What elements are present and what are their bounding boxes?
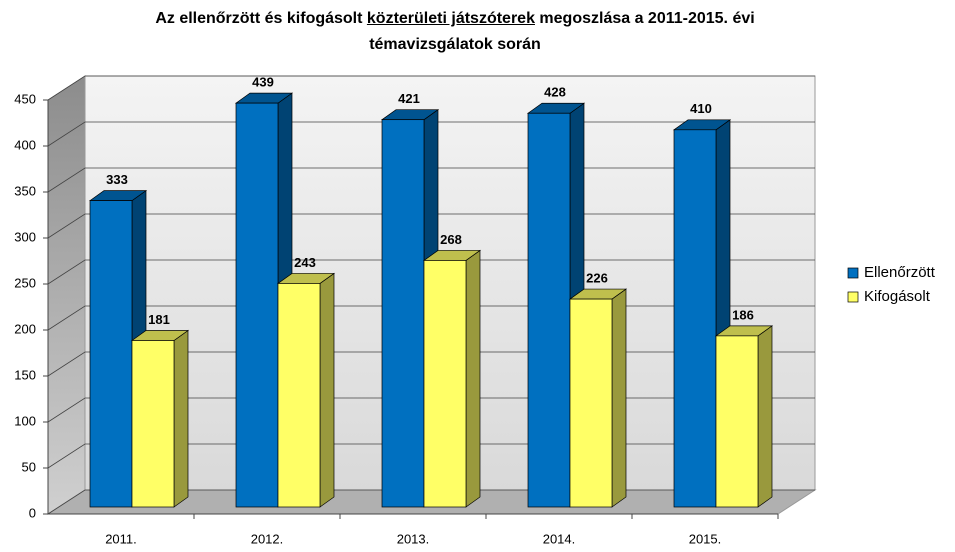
- bar-front: [569, 298, 613, 508]
- title-part: témavizsgálatok során: [369, 36, 541, 53]
- title-part: Az ellenőrzött és kifogásolt: [155, 10, 363, 27]
- bar: [276, 272, 336, 508]
- y-tick-label: 0: [29, 505, 36, 520]
- title-part: megoszlása a 2011-2015. évi: [539, 10, 755, 27]
- data-label: 181: [148, 312, 170, 327]
- data-label: 428: [544, 85, 566, 100]
- y-tick-label: 300: [14, 229, 36, 244]
- grid-line: [47, 75, 815, 101]
- y-tick-label: 50: [22, 459, 36, 474]
- data-label: 333: [106, 172, 128, 187]
- legend-label: Ellenőrzött: [864, 264, 936, 281]
- bar-side: [319, 272, 335, 508]
- x-tick-label: 2012.: [251, 531, 284, 546]
- x-tick-label: 2014.: [543, 531, 576, 546]
- bar-side: [465, 249, 481, 508]
- data-label: 268: [440, 232, 462, 247]
- x-tick-label: 2013.: [397, 531, 430, 546]
- data-label: 421: [398, 91, 420, 106]
- bar-side: [173, 329, 189, 508]
- bar: [422, 249, 482, 508]
- title-part: közterületi játszóterek: [366, 10, 535, 27]
- data-label: 226: [586, 271, 608, 286]
- y-tick-label: 150: [14, 367, 36, 382]
- y-tick-label: 100: [14, 413, 36, 428]
- bar-front: [673, 129, 717, 508]
- bar-side: [611, 288, 627, 508]
- legend-swatch: [847, 291, 859, 303]
- bar: [714, 325, 774, 508]
- y-tick-label: 450: [14, 91, 36, 106]
- chart-title: Az ellenőrzött és kifogásolt közterületi…: [60, 6, 850, 58]
- bar-front: [423, 260, 467, 508]
- data-label: 186: [732, 307, 754, 322]
- x-tick-label: 2015.: [689, 531, 722, 546]
- bar: [526, 102, 586, 508]
- bar-front: [277, 283, 321, 508]
- legend-label: Kifogásolt: [864, 288, 931, 305]
- bar: [130, 329, 190, 508]
- bar: [568, 288, 628, 508]
- bar-front: [131, 340, 175, 508]
- bar-front: [381, 119, 425, 508]
- legend-swatch: [847, 267, 859, 279]
- y-tick-label: 200: [14, 321, 36, 336]
- y-tick-label: 250: [14, 275, 36, 290]
- y-tick-label: 350: [14, 183, 36, 198]
- data-label: 439: [252, 75, 274, 90]
- bar-front: [235, 102, 279, 508]
- bar-front: [715, 335, 759, 508]
- data-label: 410: [690, 101, 712, 116]
- bar-side: [757, 325, 773, 508]
- x-tick-label: 2011.: [105, 531, 137, 546]
- y-tick-label: 400: [14, 137, 36, 152]
- data-label: 243: [294, 255, 316, 270]
- bar-front: [89, 200, 133, 508]
- side-wall: [47, 75, 86, 515]
- bar-front: [527, 112, 571, 508]
